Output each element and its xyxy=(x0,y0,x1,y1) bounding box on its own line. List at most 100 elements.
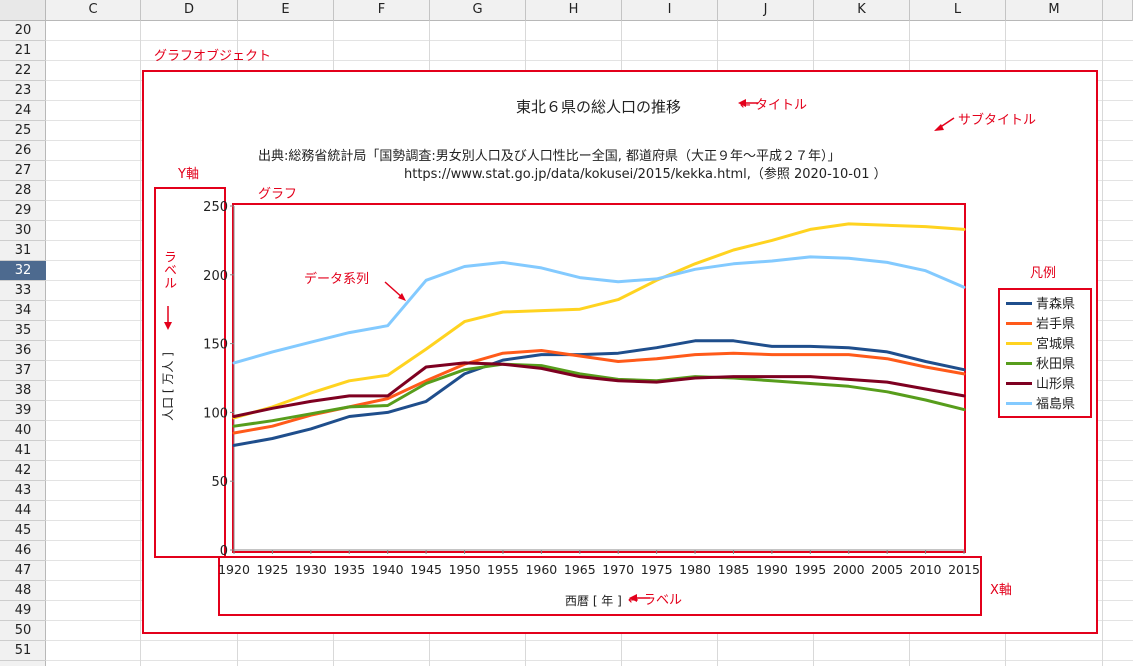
chart-subtitle-line2[interactable]: https://www.stat.go.jp/data/kokusei/2015… xyxy=(404,167,887,182)
x-tick-label: 2010 xyxy=(910,562,942,577)
legend-swatch xyxy=(1006,381,1032,385)
x-tick-label: 2000 xyxy=(833,562,865,577)
select-all-corner[interactable] xyxy=(0,0,46,21)
x-tick-label: 1965 xyxy=(564,562,596,577)
grid-row-line xyxy=(46,40,1133,41)
row-header-31[interactable]: 31 xyxy=(0,241,46,261)
y-tick-label: 100 xyxy=(203,406,228,421)
column-header-I[interactable]: I xyxy=(622,0,718,21)
row-header-24[interactable]: 24 xyxy=(0,101,46,121)
row-header-41[interactable]: 41 xyxy=(0,441,46,461)
grid-row-line xyxy=(46,60,1133,61)
row-header-bar: 20 21 22 23 24 25 26 27 28 29 30 31 32 33 34 35 36 37 38 39… xyxy=(0,21,46,666)
row-header-25[interactable]: 25 xyxy=(0,121,46,141)
data-series-annotation: データ系列 xyxy=(304,272,370,287)
row-header-26[interactable]: 26 xyxy=(0,141,46,161)
plot-area-annotation-box xyxy=(232,203,966,553)
x-label-annotation: ← ラベル xyxy=(628,593,683,608)
x-tick-label: 1950 xyxy=(449,562,481,577)
legend-item[interactable]: 青森県 xyxy=(1006,296,1075,314)
legend-label: 青森県 xyxy=(1036,297,1076,312)
column-header-E[interactable]: E xyxy=(238,0,334,21)
legend-label: 岩手県 xyxy=(1036,317,1076,332)
row-header-44[interactable]: 44 xyxy=(0,501,46,521)
row-header-30[interactable]: 30 xyxy=(0,221,46,241)
row-header-51[interactable]: 51 xyxy=(0,641,46,661)
x-tick-label: 1955 xyxy=(487,562,519,577)
grid-row-line xyxy=(46,660,1133,661)
x-tick-label: 1960 xyxy=(525,562,557,577)
legend-item[interactable]: 宮城県 xyxy=(1006,336,1075,354)
x-tick-label: 1970 xyxy=(602,562,634,577)
row-header-28[interactable]: 28 xyxy=(0,181,46,201)
row-header-40[interactable]: 40 xyxy=(0,421,46,441)
x-axis-annotation: X軸 xyxy=(990,583,1012,598)
y-tick-label: 0 xyxy=(220,544,228,559)
chart-subtitle-line1[interactable]: 出典:総務省統計局「国勢調査:男女別人口及び人口性比ー全国, 都道府県（大正９年… xyxy=(258,149,841,164)
row-header-39[interactable]: 39 xyxy=(0,401,46,421)
column-header-H[interactable]: H xyxy=(526,0,622,21)
x-tick-label: 1940 xyxy=(372,562,404,577)
row-header-33[interactable]: 33 xyxy=(0,281,46,301)
row-header-45[interactable]: 45 xyxy=(0,521,46,541)
x-tick-label: 1925 xyxy=(257,562,289,577)
row-header-38[interactable]: 38 xyxy=(0,381,46,401)
legend-swatch xyxy=(1006,301,1032,305)
chart-title[interactable]: 東北６県の総人口の推移 xyxy=(516,98,682,116)
grid-column-line xyxy=(140,21,141,666)
row-header-22[interactable]: 22 xyxy=(0,61,46,81)
legend-item[interactable]: 岩手県 xyxy=(1006,316,1075,334)
legend-item[interactable]: 山形県 xyxy=(1006,376,1075,394)
row-header-27[interactable]: 27 xyxy=(0,161,46,181)
row-header-35[interactable]: 35 xyxy=(0,321,46,341)
series-line-6 xyxy=(232,255,966,365)
title-annotation: ← タイトル xyxy=(740,98,808,113)
series-line-3 xyxy=(232,222,966,420)
column-header-D[interactable]: D xyxy=(141,0,238,21)
data-series-arrowhead xyxy=(398,293,406,301)
row-header-29[interactable]: 29 xyxy=(0,201,46,221)
grid-row-line xyxy=(46,640,1133,641)
row-header-46[interactable]: 46 xyxy=(0,541,46,561)
chart-legend[interactable]: 青森県岩手県宮城県秋田県山形県福島県 xyxy=(998,288,1092,418)
row-header-37[interactable]: 37 xyxy=(0,361,46,381)
legend-swatch xyxy=(1006,341,1032,345)
row-header-23[interactable]: 23 xyxy=(0,81,46,101)
row-header-50[interactable]: 50 xyxy=(0,621,46,641)
column-header-L[interactable]: L xyxy=(910,0,1006,21)
y-tick-label: 200 xyxy=(203,269,228,284)
y-axis-title[interactable]: 人口 [ 万人 ] xyxy=(160,352,175,421)
column-header-J[interactable]: J xyxy=(718,0,814,21)
row-header-48[interactable]: 48 xyxy=(0,581,46,601)
row-header-43[interactable]: 43 xyxy=(0,481,46,501)
x-axis-title[interactable]: 西暦 [ 年 ] xyxy=(565,594,622,608)
column-header-F[interactable]: F xyxy=(334,0,430,21)
graph-object-annotation: グラフオブジェクト xyxy=(154,49,272,64)
x-tick-label: 1995 xyxy=(794,562,826,577)
row-header-20[interactable]: 20 xyxy=(0,21,46,41)
legend-label: 秋田県 xyxy=(1036,357,1076,372)
x-tick-label: 1975 xyxy=(641,562,673,577)
row-header-47[interactable]: 47 xyxy=(0,561,46,581)
row-header-21[interactable]: 21 xyxy=(0,41,46,61)
y-axis-annotation: Y軸 xyxy=(178,167,199,182)
y-tick-label: 250 xyxy=(203,200,228,215)
row-header-42[interactable]: 42 xyxy=(0,461,46,481)
subtitle-arrowhead xyxy=(934,124,944,131)
legend-item[interactable]: 福島県 xyxy=(1006,396,1075,414)
column-header-K[interactable]: K xyxy=(814,0,910,21)
x-tick-label: 1980 xyxy=(679,562,711,577)
row-header-34[interactable]: 34 xyxy=(0,301,46,321)
row-header-36[interactable]: 36 xyxy=(0,341,46,361)
x-tick-label: 1985 xyxy=(718,562,750,577)
x-tick-label: 2005 xyxy=(871,562,903,577)
column-header-M[interactable]: M xyxy=(1006,0,1103,21)
legend-item[interactable]: 秋田県 xyxy=(1006,356,1075,374)
row-header-49[interactable]: 49 xyxy=(0,601,46,621)
column-header-C[interactable]: C xyxy=(46,0,141,21)
legend-label: 山形県 xyxy=(1036,377,1076,392)
column-header-G[interactable]: G xyxy=(430,0,526,21)
row-header-32[interactable]: 32 xyxy=(0,261,46,281)
x-tick-label: 2015 xyxy=(948,562,980,577)
